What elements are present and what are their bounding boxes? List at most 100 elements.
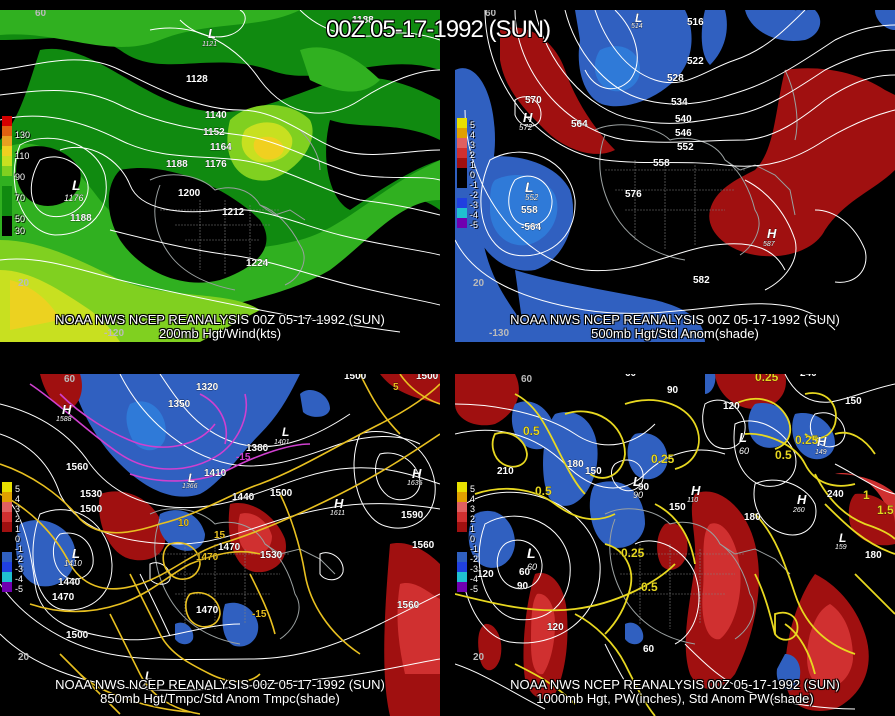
map-200mb: 1128 1140 1152 1164 1176 1188 1188 1200 … [0, 10, 440, 342]
pw-label: 0.5 [535, 484, 552, 498]
legend-label: -2 [15, 554, 24, 564]
high-center-value: 1635 [407, 480, 423, 487]
high-center-value: 572 [519, 123, 533, 132]
legend-anomaly: 5 4 3 2 1 0 -1 -2 -3 -4 -5 [457, 482, 478, 594]
panel-caption-200mb: NOAA NWS NCEP REANALYSIS 00Z 05-17-1992 … [0, 313, 440, 341]
legend-label: -3 [15, 564, 24, 574]
lat-label: 60 [35, 10, 47, 19]
contour-label: 570 [525, 95, 542, 106]
panel-850mb-map: 1320 1350 1380 1410 1440 1470 1500 1530 … [0, 374, 440, 716]
legend-label: 4 [470, 494, 476, 504]
contour-label: 528 [667, 73, 684, 84]
map-1000mb-pw: 60 90 120 240 150 180 210 240 120 150 18… [455, 374, 895, 716]
legend-label: 0 [470, 170, 476, 180]
contour-label: 120 [723, 401, 740, 412]
high-center-value: 1588 [56, 416, 72, 423]
lat-label: 20 [18, 652, 30, 663]
legend-label: 3 [470, 140, 476, 150]
contour-label: 540 [675, 114, 692, 125]
contour-label: -564 [521, 222, 541, 233]
low-center-symbol: L [739, 430, 747, 445]
low-center-value: 159 [835, 544, 847, 551]
map-500mb: 516 522 528 534 540 546 552 558 564 570 … [455, 10, 895, 342]
legend-label: 5 [470, 484, 476, 494]
contour-label: 1560 [397, 600, 420, 611]
contour-label: 558 [653, 158, 670, 169]
contour-label: 587 [793, 10, 810, 13]
low-center-value: 1366 [182, 483, 198, 490]
caption-line: NOAA NWS NCEP REANALYSIS 00Z 05-17-1992 … [55, 312, 385, 327]
legend-label: -5 [470, 220, 479, 230]
legend-label: 1 [15, 524, 21, 534]
caption-line: 1000mb Hgt, PW(inches), Std Anom PW(shad… [536, 691, 814, 706]
contour-label: 90 [667, 385, 679, 396]
contour-label: 1500 [416, 374, 439, 382]
high-center-value: 260 [792, 507, 805, 514]
contour-label: 60 [625, 374, 637, 379]
legend-label: 130 [15, 130, 31, 140]
high-center-symbol: H [412, 466, 422, 481]
legend-label: 2 [470, 150, 476, 160]
legend-label: 50 [15, 214, 26, 224]
contour-label: 1320 [196, 382, 219, 393]
contour-label: 522 [687, 56, 704, 67]
high-center-symbol: H [767, 226, 777, 241]
legend-label: 30 [15, 226, 26, 236]
contour-label: 558 [521, 205, 538, 216]
low-center-symbol: L [188, 471, 195, 485]
temp-label: 15 [214, 530, 226, 541]
main-title: 00Z 05-17-1992 (SUN) [326, 16, 551, 43]
lat-label: 60 [64, 374, 76, 385]
low-center-symbol: L [527, 545, 536, 561]
contour-label: 1350 [168, 399, 191, 410]
contour-label: 1440 [232, 492, 255, 503]
high-center-symbol: H [691, 483, 701, 498]
low-center-symbol: L [145, 669, 152, 683]
legend-label: 4 [15, 494, 21, 504]
contour-label: 180 [744, 512, 761, 523]
high-center-symbol: H [523, 110, 533, 125]
low-center-value: 1473 [138, 683, 154, 690]
temp-label: 10 [178, 518, 190, 529]
low-center-value: 514 [631, 23, 643, 30]
contour-label: 180 [567, 459, 584, 470]
contour-label: 1410 [204, 468, 227, 479]
low-center-value: 1401 [274, 439, 290, 446]
low-center-symbol: L [839, 531, 846, 545]
contour-label: 1380 [246, 443, 269, 454]
contour-label: 1560 [66, 462, 89, 473]
legend-label: -4 [470, 574, 479, 584]
contour-label: 1500 [80, 504, 103, 515]
legend-label: 2 [470, 514, 476, 524]
pw-label: 0.5 [523, 424, 540, 438]
contour-label: 582 [693, 275, 710, 286]
high-center-value: 110 [687, 497, 698, 504]
panel-1000mb-pw-map: 60 90 120 240 150 180 210 240 120 150 18… [455, 374, 895, 716]
contour-label: 1200 [178, 188, 201, 199]
panel-500mb-map: 516 522 528 534 540 546 552 558 564 570 … [455, 10, 895, 342]
contour-label: 150 [845, 396, 862, 407]
contour-label: 1128 [186, 74, 208, 85]
lat-label: 20 [473, 652, 485, 663]
lat-label: 20 [18, 278, 30, 289]
legend-label: 0 [470, 534, 476, 544]
contour-label: 60 [643, 644, 655, 655]
contour-label: 1152 [203, 127, 225, 138]
high-center-symbol: H [817, 434, 827, 449]
panel-caption-500mb: NOAA NWS NCEP REANALYSIS 00Z 05-17-1992 … [455, 313, 895, 341]
contour-label: 1470 [52, 592, 75, 603]
temp-label: 1470 [196, 552, 219, 563]
contour-label: 90 [638, 482, 650, 493]
low-center-value: 1176 [64, 193, 83, 203]
legend-label: -3 [470, 200, 479, 210]
contour-label: 120 [477, 569, 494, 580]
contour-label: 552 [677, 142, 694, 153]
low-center-symbol: L [633, 474, 641, 489]
legend-label: 2 [15, 514, 21, 524]
legend-label: 0 [15, 534, 21, 544]
map-850mb: 1320 1350 1380 1410 1440 1470 1500 1530 … [0, 374, 440, 716]
panel-caption-850mb: NOAA NWS NCEP REANALYSIS 00Z 05-17-1992 … [0, 678, 440, 706]
legend-label: -1 [470, 180, 479, 190]
caption-line: 850mb Hgt/Tmpc/Std Anom Tmpc(shade) [100, 691, 340, 706]
legend-label: -5 [15, 584, 24, 594]
